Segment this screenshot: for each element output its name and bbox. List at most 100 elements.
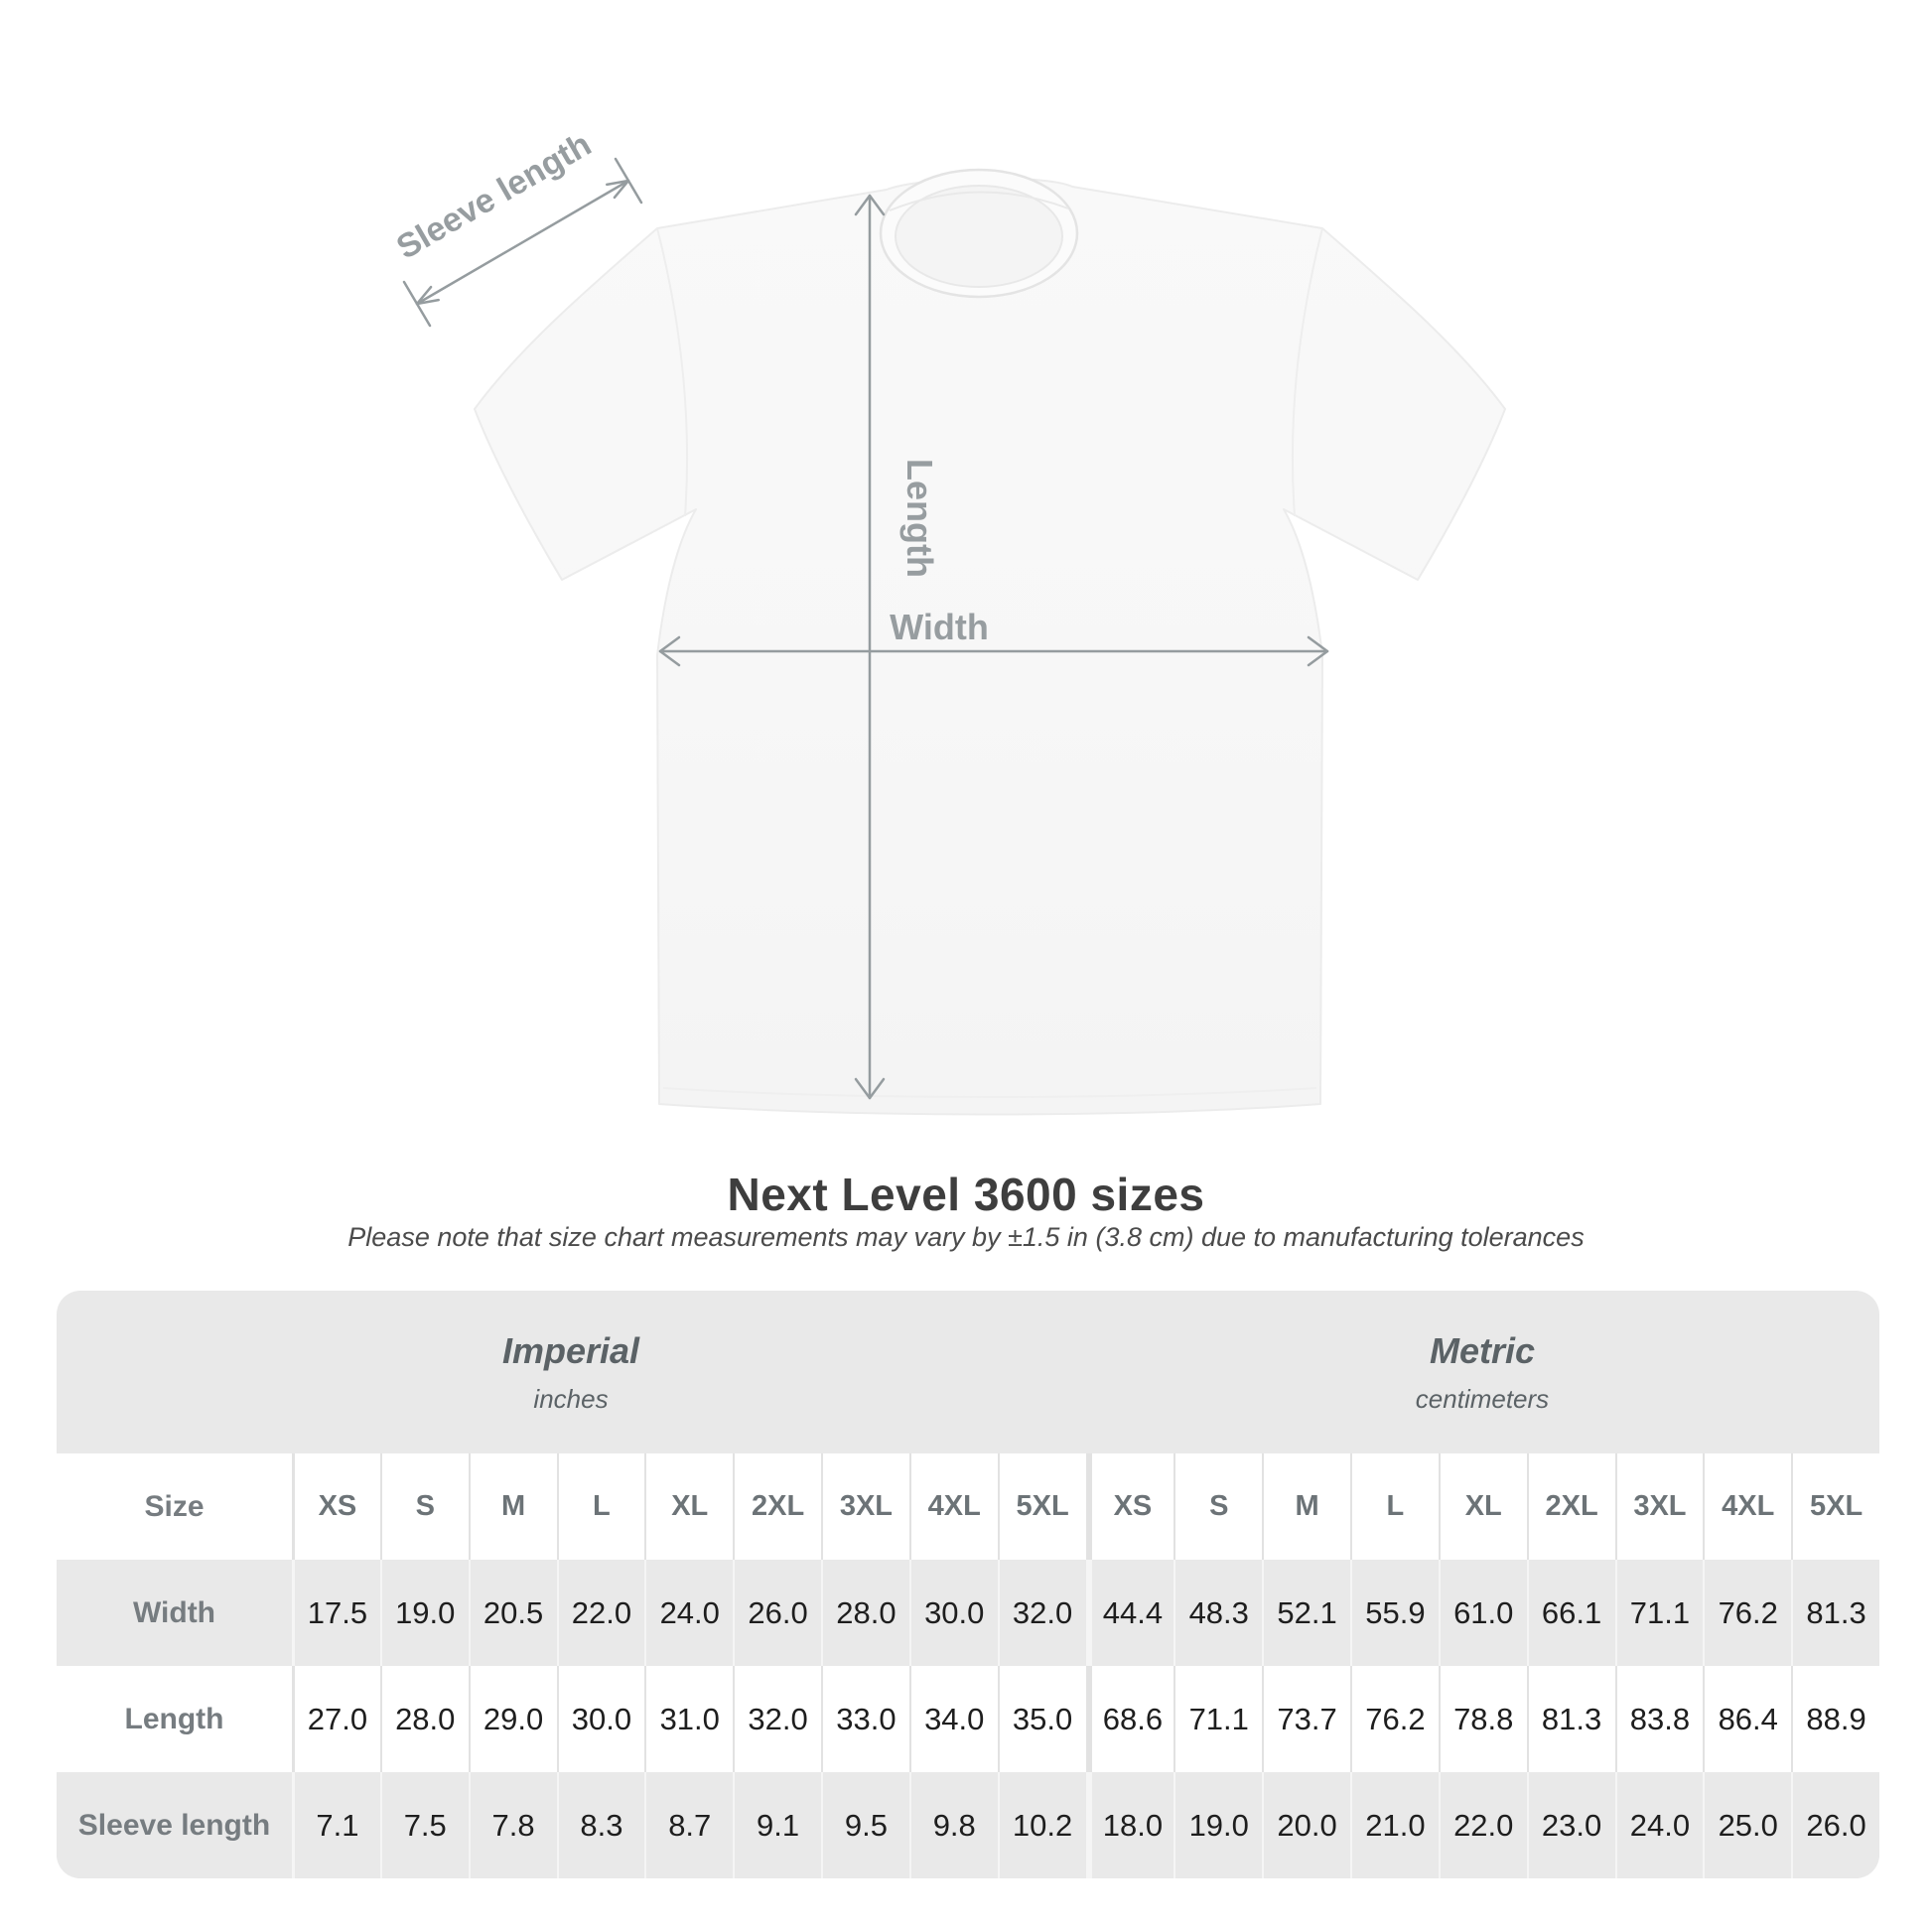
size-col-header: XS bbox=[1085, 1453, 1174, 1560]
size-col-header: L bbox=[556, 1453, 645, 1560]
value-cell: 19.0 bbox=[1173, 1772, 1262, 1878]
value-cell: 10.2 bbox=[997, 1772, 1086, 1878]
size-col-header: 5XL bbox=[1791, 1453, 1879, 1560]
value-cell: 19.0 bbox=[379, 1560, 469, 1666]
value-cell: 21.0 bbox=[1350, 1772, 1439, 1878]
value-cell: 23.0 bbox=[1526, 1772, 1615, 1878]
value-cell: 9.1 bbox=[733, 1772, 821, 1878]
length-measure-arrow bbox=[854, 194, 886, 1100]
size-col-header: XS bbox=[292, 1453, 380, 1560]
value-cell: 61.0 bbox=[1438, 1560, 1527, 1666]
collar-back-line bbox=[889, 191, 1069, 211]
value-cell: 78.8 bbox=[1438, 1666, 1527, 1772]
value-cell: 83.8 bbox=[1614, 1666, 1704, 1772]
value-cell: 8.3 bbox=[556, 1772, 645, 1878]
width-label: Width bbox=[890, 607, 989, 647]
size-col-header: M bbox=[1262, 1453, 1350, 1560]
value-cell: 20.0 bbox=[1262, 1772, 1350, 1878]
value-cell: 28.0 bbox=[821, 1560, 909, 1666]
table-row-width: Width 17.5 19.0 20.5 22.0 24.0 26.0 28.0… bbox=[57, 1560, 1879, 1666]
value-cell: 9.5 bbox=[821, 1772, 909, 1878]
size-col-header: 3XL bbox=[821, 1453, 909, 1560]
value-cell: 35.0 bbox=[997, 1666, 1086, 1772]
value-cell: 7.5 bbox=[379, 1772, 469, 1878]
size-col-header: 5XL bbox=[997, 1453, 1086, 1560]
value-cell: 76.2 bbox=[1350, 1666, 1439, 1772]
value-cell: 81.3 bbox=[1526, 1666, 1615, 1772]
value-cell: 18.0 bbox=[1085, 1772, 1174, 1878]
value-cell: 68.6 bbox=[1085, 1666, 1174, 1772]
size-col-header: XL bbox=[1438, 1453, 1527, 1560]
unit-group-imperial: Imperial inches bbox=[57, 1291, 1085, 1453]
table-row-sleeve-length: Sleeve length 7.1 7.5 7.8 8.3 8.7 9.1 9.… bbox=[57, 1772, 1879, 1878]
size-col-header: M bbox=[468, 1453, 557, 1560]
value-cell: 55.9 bbox=[1350, 1560, 1439, 1666]
page-subtitle: Please note that size chart measurements… bbox=[347, 1222, 1585, 1252]
value-cell: 7.8 bbox=[468, 1772, 557, 1878]
size-col-header: S bbox=[1173, 1453, 1262, 1560]
metric-unit: centimeters bbox=[1415, 1383, 1550, 1414]
imperial-unit: inches bbox=[533, 1383, 609, 1414]
size-table: Imperial inches Metric centimeters Size … bbox=[57, 1291, 1879, 1878]
tshirt-diagram: Sleeve length Length Width bbox=[390, 125, 1506, 1116]
value-cell: 30.0 bbox=[556, 1666, 645, 1772]
value-cell: 71.1 bbox=[1614, 1560, 1704, 1666]
value-cell: 22.0 bbox=[556, 1560, 645, 1666]
value-cell: 22.0 bbox=[1438, 1772, 1527, 1878]
size-col-header: 2XL bbox=[1526, 1453, 1615, 1560]
width-measure-arrow bbox=[658, 635, 1329, 667]
sleeve-length-label: Sleeve length bbox=[390, 125, 598, 267]
value-cell: 27.0 bbox=[292, 1666, 380, 1772]
value-cell: 26.0 bbox=[1791, 1772, 1879, 1878]
size-col-header: S bbox=[379, 1453, 469, 1560]
size-col-header: 4XL bbox=[908, 1453, 998, 1560]
value-cell: 26.0 bbox=[733, 1560, 821, 1666]
unit-group-metric: Metric centimeters bbox=[1085, 1291, 1879, 1453]
value-cell: 81.3 bbox=[1791, 1560, 1879, 1666]
value-cell: 9.8 bbox=[908, 1772, 998, 1878]
value-cell: 86.4 bbox=[1703, 1666, 1791, 1772]
value-cell: 76.2 bbox=[1703, 1560, 1791, 1666]
value-cell: 7.1 bbox=[292, 1772, 380, 1878]
imperial-heading: Imperial bbox=[501, 1329, 640, 1371]
value-cell: 32.0 bbox=[733, 1666, 821, 1772]
value-cell: 48.3 bbox=[1173, 1560, 1262, 1666]
value-cell: 33.0 bbox=[821, 1666, 909, 1772]
size-header: Size bbox=[144, 1489, 205, 1523]
size-col-header: 4XL bbox=[1703, 1453, 1791, 1560]
value-cell: 28.0 bbox=[379, 1666, 469, 1772]
value-cell: 44.4 bbox=[1085, 1560, 1174, 1666]
value-cell: 17.5 bbox=[292, 1560, 380, 1666]
value-cell: 29.0 bbox=[468, 1666, 557, 1772]
page-title: Next Level 3600 sizes bbox=[727, 1169, 1205, 1220]
tshirt-body bbox=[474, 177, 1506, 1116]
row-label: Width bbox=[132, 1595, 216, 1629]
value-cell: 73.7 bbox=[1262, 1666, 1350, 1772]
value-cell: 31.0 bbox=[644, 1666, 733, 1772]
value-cell: 20.5 bbox=[468, 1560, 557, 1666]
length-label: Length bbox=[899, 459, 940, 578]
size-col-header: 2XL bbox=[733, 1453, 821, 1560]
size-col-header: L bbox=[1350, 1453, 1439, 1560]
value-cell: 34.0 bbox=[908, 1666, 998, 1772]
value-cell: 32.0 bbox=[997, 1560, 1086, 1666]
unit-group-band: Imperial inches Metric centimeters bbox=[57, 1291, 1879, 1453]
value-cell: 24.0 bbox=[1614, 1772, 1704, 1878]
size-col-header: XL bbox=[644, 1453, 733, 1560]
value-cell: 8.7 bbox=[644, 1772, 733, 1878]
size-col-header: 3XL bbox=[1614, 1453, 1704, 1560]
sleeve-measure-arrow bbox=[402, 157, 643, 328]
value-cell: 24.0 bbox=[644, 1560, 733, 1666]
metric-heading: Metric bbox=[1429, 1329, 1536, 1371]
value-cell: 25.0 bbox=[1703, 1772, 1791, 1878]
collar-inner bbox=[895, 185, 1063, 288]
row-label: Sleeve length bbox=[77, 1808, 271, 1842]
value-cell: 30.0 bbox=[908, 1560, 998, 1666]
row-label: Length bbox=[124, 1702, 224, 1735]
value-cell: 88.9 bbox=[1791, 1666, 1879, 1772]
value-cell: 66.1 bbox=[1526, 1560, 1615, 1666]
tshirt-illustration bbox=[474, 168, 1506, 1116]
value-cell: 71.1 bbox=[1173, 1666, 1262, 1772]
table-header-row: Size XS S M L XL 2XL 3XL 4XL 5XL XS S M … bbox=[57, 1453, 1879, 1560]
